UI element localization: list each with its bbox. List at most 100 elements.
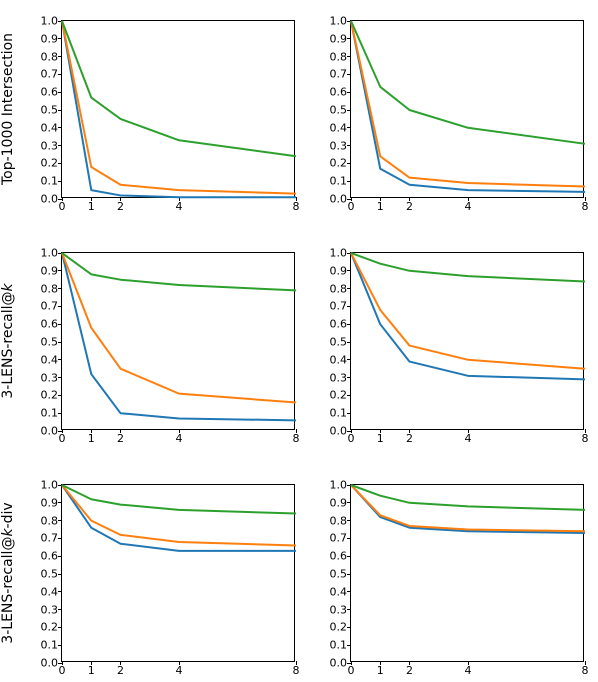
ytick-label: 0.1 xyxy=(41,175,59,188)
panel-r1-c1: 0.00.10.20.30.40.50.60.70.80.91.001248 xyxy=(350,252,584,430)
series-green xyxy=(62,485,296,513)
series-green xyxy=(351,253,585,281)
ytick-label: 0.1 xyxy=(330,407,348,420)
ytick-label: 0.2 xyxy=(330,389,348,402)
xtick-label: 0 xyxy=(59,664,66,677)
xtick-label: 8 xyxy=(293,200,300,213)
xtick-label: 2 xyxy=(406,200,413,213)
ytick-label: 0.7 xyxy=(41,68,59,81)
xtick-label: 8 xyxy=(582,200,589,213)
ytick-label: 1.0 xyxy=(330,247,348,260)
xtick-label: 4 xyxy=(465,432,472,445)
xtick-label: 4 xyxy=(176,200,183,213)
panel-svg xyxy=(351,485,585,663)
ytick-label: 0.9 xyxy=(41,496,59,509)
ytick-label: 1.0 xyxy=(41,15,59,28)
ytick-label: 0.5 xyxy=(330,104,348,117)
panel-r1-c0: 0.00.10.20.30.40.50.60.70.80.91.001248 xyxy=(61,252,295,430)
series-green xyxy=(62,21,296,156)
series-blue xyxy=(351,21,585,192)
ytick-label: 0.1 xyxy=(330,175,348,188)
ytick-label: 1.0 xyxy=(41,479,59,492)
ytick-label: 0.2 xyxy=(330,157,348,170)
ytick-label: 0.5 xyxy=(41,104,59,117)
ytick-label: 0.9 xyxy=(41,264,59,277)
ytick-label: 0.9 xyxy=(41,32,59,45)
xtick-label: 0 xyxy=(348,664,355,677)
panel-svg xyxy=(62,21,296,199)
xtick-label: 0 xyxy=(348,200,355,213)
xtick-label: 2 xyxy=(117,432,124,445)
ytick-label: 0.3 xyxy=(330,371,348,384)
xtick-label: 0 xyxy=(348,432,355,445)
ytick-label: 0.9 xyxy=(330,32,348,45)
ytick-label: 0.6 xyxy=(41,86,59,99)
ytick-label: 0.4 xyxy=(330,585,348,598)
xtick-label: 8 xyxy=(582,664,589,677)
panel-svg xyxy=(351,21,585,199)
ytick-label: 0.2 xyxy=(41,157,59,170)
ytick-label: 0.8 xyxy=(330,282,348,295)
ytick-label: 0.3 xyxy=(41,139,59,152)
ytick-label: 0.8 xyxy=(330,50,348,63)
ytick-label: 0.4 xyxy=(41,121,59,134)
xtick-label: 4 xyxy=(176,432,183,445)
ytick-label: 0.7 xyxy=(41,532,59,545)
ytick-label: 0.6 xyxy=(41,550,59,563)
xtick-label: 1 xyxy=(377,664,384,677)
ytick-label: 0.5 xyxy=(330,568,348,581)
ytick-label: 0.0 xyxy=(41,425,59,438)
ytick-label: 0.7 xyxy=(330,532,348,545)
series-green xyxy=(351,21,585,144)
panel-svg xyxy=(351,253,585,431)
xtick-label: 4 xyxy=(465,200,472,213)
ytick-label: 0.7 xyxy=(41,300,59,313)
ytick-label: 0.4 xyxy=(330,121,348,134)
ytick-label: 1.0 xyxy=(330,479,348,492)
panel-r2-c1: 0.00.10.20.30.40.50.60.70.80.91.001248 xyxy=(350,484,584,662)
ytick-label: 0.2 xyxy=(41,389,59,402)
xtick-label: 2 xyxy=(406,664,413,677)
panel-r2-c0: 0.00.10.20.30.40.50.60.70.80.91.001248 xyxy=(61,484,295,662)
ytick-label: 0.3 xyxy=(41,371,59,384)
ytick-label: 0.8 xyxy=(41,50,59,63)
ytick-label: 0.0 xyxy=(41,193,59,206)
ytick-label: 0.8 xyxy=(330,514,348,527)
ytick-label: 0.9 xyxy=(330,264,348,277)
ytick-label: 0.8 xyxy=(41,514,59,527)
panel-svg xyxy=(62,253,296,431)
xtick-label: 1 xyxy=(88,432,95,445)
series-orange xyxy=(62,485,296,546)
ytick-label: 0.4 xyxy=(41,353,59,366)
ytick-label: 0.1 xyxy=(41,407,59,420)
ytick-label: 1.0 xyxy=(41,247,59,260)
ytick-label: 0.8 xyxy=(41,282,59,295)
ytick-label: 0.7 xyxy=(330,68,348,81)
xtick-label: 1 xyxy=(88,200,95,213)
ytick-label: 0.1 xyxy=(41,639,59,652)
xtick-label: 0 xyxy=(59,200,66,213)
ytick-label: 0.6 xyxy=(330,550,348,563)
series-green xyxy=(351,485,585,510)
series-orange xyxy=(62,21,296,194)
ytick-label: 0.0 xyxy=(330,193,348,206)
ytick-label: 0.4 xyxy=(41,585,59,598)
series-green xyxy=(62,253,296,290)
xtick-label: 0 xyxy=(59,432,66,445)
panel-r0-c0: 0.00.10.20.30.40.50.60.70.80.91.001248 xyxy=(61,20,295,198)
ytick-label: 0.6 xyxy=(41,318,59,331)
xtick-label: 8 xyxy=(582,432,589,445)
panel-svg xyxy=(62,485,296,663)
series-orange xyxy=(351,253,585,369)
xtick-label: 4 xyxy=(176,664,183,677)
ytick-label: 0.6 xyxy=(330,318,348,331)
ytick-label: 0.4 xyxy=(330,353,348,366)
ytick-label: 0.7 xyxy=(330,300,348,313)
ytick-label: 0.9 xyxy=(330,496,348,509)
ytick-label: 0.6 xyxy=(330,86,348,99)
ylabel-row-2: 3-LENS-recall@k-div xyxy=(0,484,16,662)
ytick-label: 0.0 xyxy=(41,657,59,670)
ytick-label: 0.0 xyxy=(330,657,348,670)
ytick-label: 0.3 xyxy=(41,603,59,616)
xtick-label: 8 xyxy=(293,432,300,445)
